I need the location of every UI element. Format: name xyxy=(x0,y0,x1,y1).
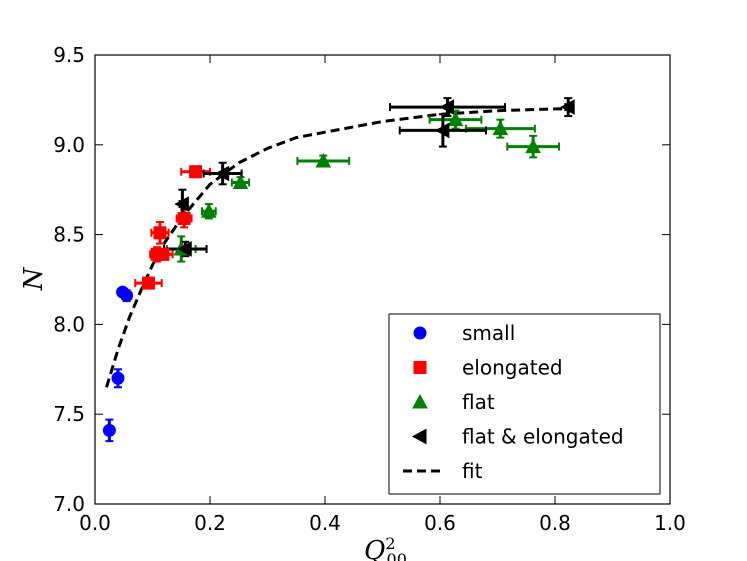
flat-elongated-point xyxy=(439,99,454,115)
flat-elongated-point xyxy=(177,241,192,257)
elongated-point xyxy=(156,247,170,261)
flat-point xyxy=(232,174,249,190)
legend-box xyxy=(388,313,661,495)
x-tick-label: 0.8 xyxy=(539,511,571,535)
legend-label-flat: flat xyxy=(462,390,495,414)
y-tick-label: 7.5 xyxy=(53,402,85,426)
legend-label-fit: fit xyxy=(462,459,483,483)
y-tick-label: 9.5 xyxy=(53,43,85,67)
flat-elongated-point xyxy=(174,196,189,212)
y-tick-label: 8.5 xyxy=(53,223,85,247)
x-axis-title: Q2 00 xyxy=(364,534,407,561)
small-point xyxy=(120,289,134,303)
y-axis-title: N xyxy=(19,266,49,291)
legend-marker-flat xyxy=(412,393,428,409)
legend: small elongated flat flat & elongated fit xyxy=(388,313,661,495)
legend-marker-elongated xyxy=(413,361,427,374)
flat-point xyxy=(525,138,541,154)
flat-point xyxy=(447,111,464,127)
x-axis-title-base: Q xyxy=(364,536,385,561)
flat-point xyxy=(201,203,217,218)
flat-elongated-point xyxy=(560,99,575,115)
x-axis-title-sub: 00 xyxy=(387,550,407,561)
flat-point xyxy=(492,120,509,136)
y-tick-label: 9.0 xyxy=(53,133,85,157)
x-axis-title-sup: 2 xyxy=(385,534,395,553)
legend-marker-small xyxy=(413,326,427,340)
flat-elongated-point xyxy=(434,122,450,139)
elongated-point xyxy=(153,226,167,240)
x-tick-label: 0.0 xyxy=(79,511,111,535)
legend-marker-flat-elongated xyxy=(411,428,427,445)
legend-label-elongated: elongated xyxy=(462,356,563,380)
fit-curve xyxy=(105,107,567,388)
x-tick-label: 1.0 xyxy=(654,511,686,535)
flat-elongated-point xyxy=(214,165,230,182)
elongated-point xyxy=(177,211,191,225)
small-point xyxy=(102,423,116,437)
legend-label-flat-elongated: flat & elongated xyxy=(462,425,624,449)
legend-label-small: small xyxy=(462,321,515,345)
x-tick-label: 0.4 xyxy=(309,511,341,535)
x-tick-label: 0.6 xyxy=(424,511,456,535)
elongated-point xyxy=(141,276,155,290)
plot-area-frame xyxy=(94,54,671,505)
y-tick-label: 8.0 xyxy=(53,312,85,336)
small-point xyxy=(111,371,125,385)
y-tick-label: 7.0 xyxy=(53,492,85,516)
x-tick-label: 0.2 xyxy=(194,511,226,535)
elongated-point xyxy=(189,165,203,179)
flat-point xyxy=(315,152,332,168)
